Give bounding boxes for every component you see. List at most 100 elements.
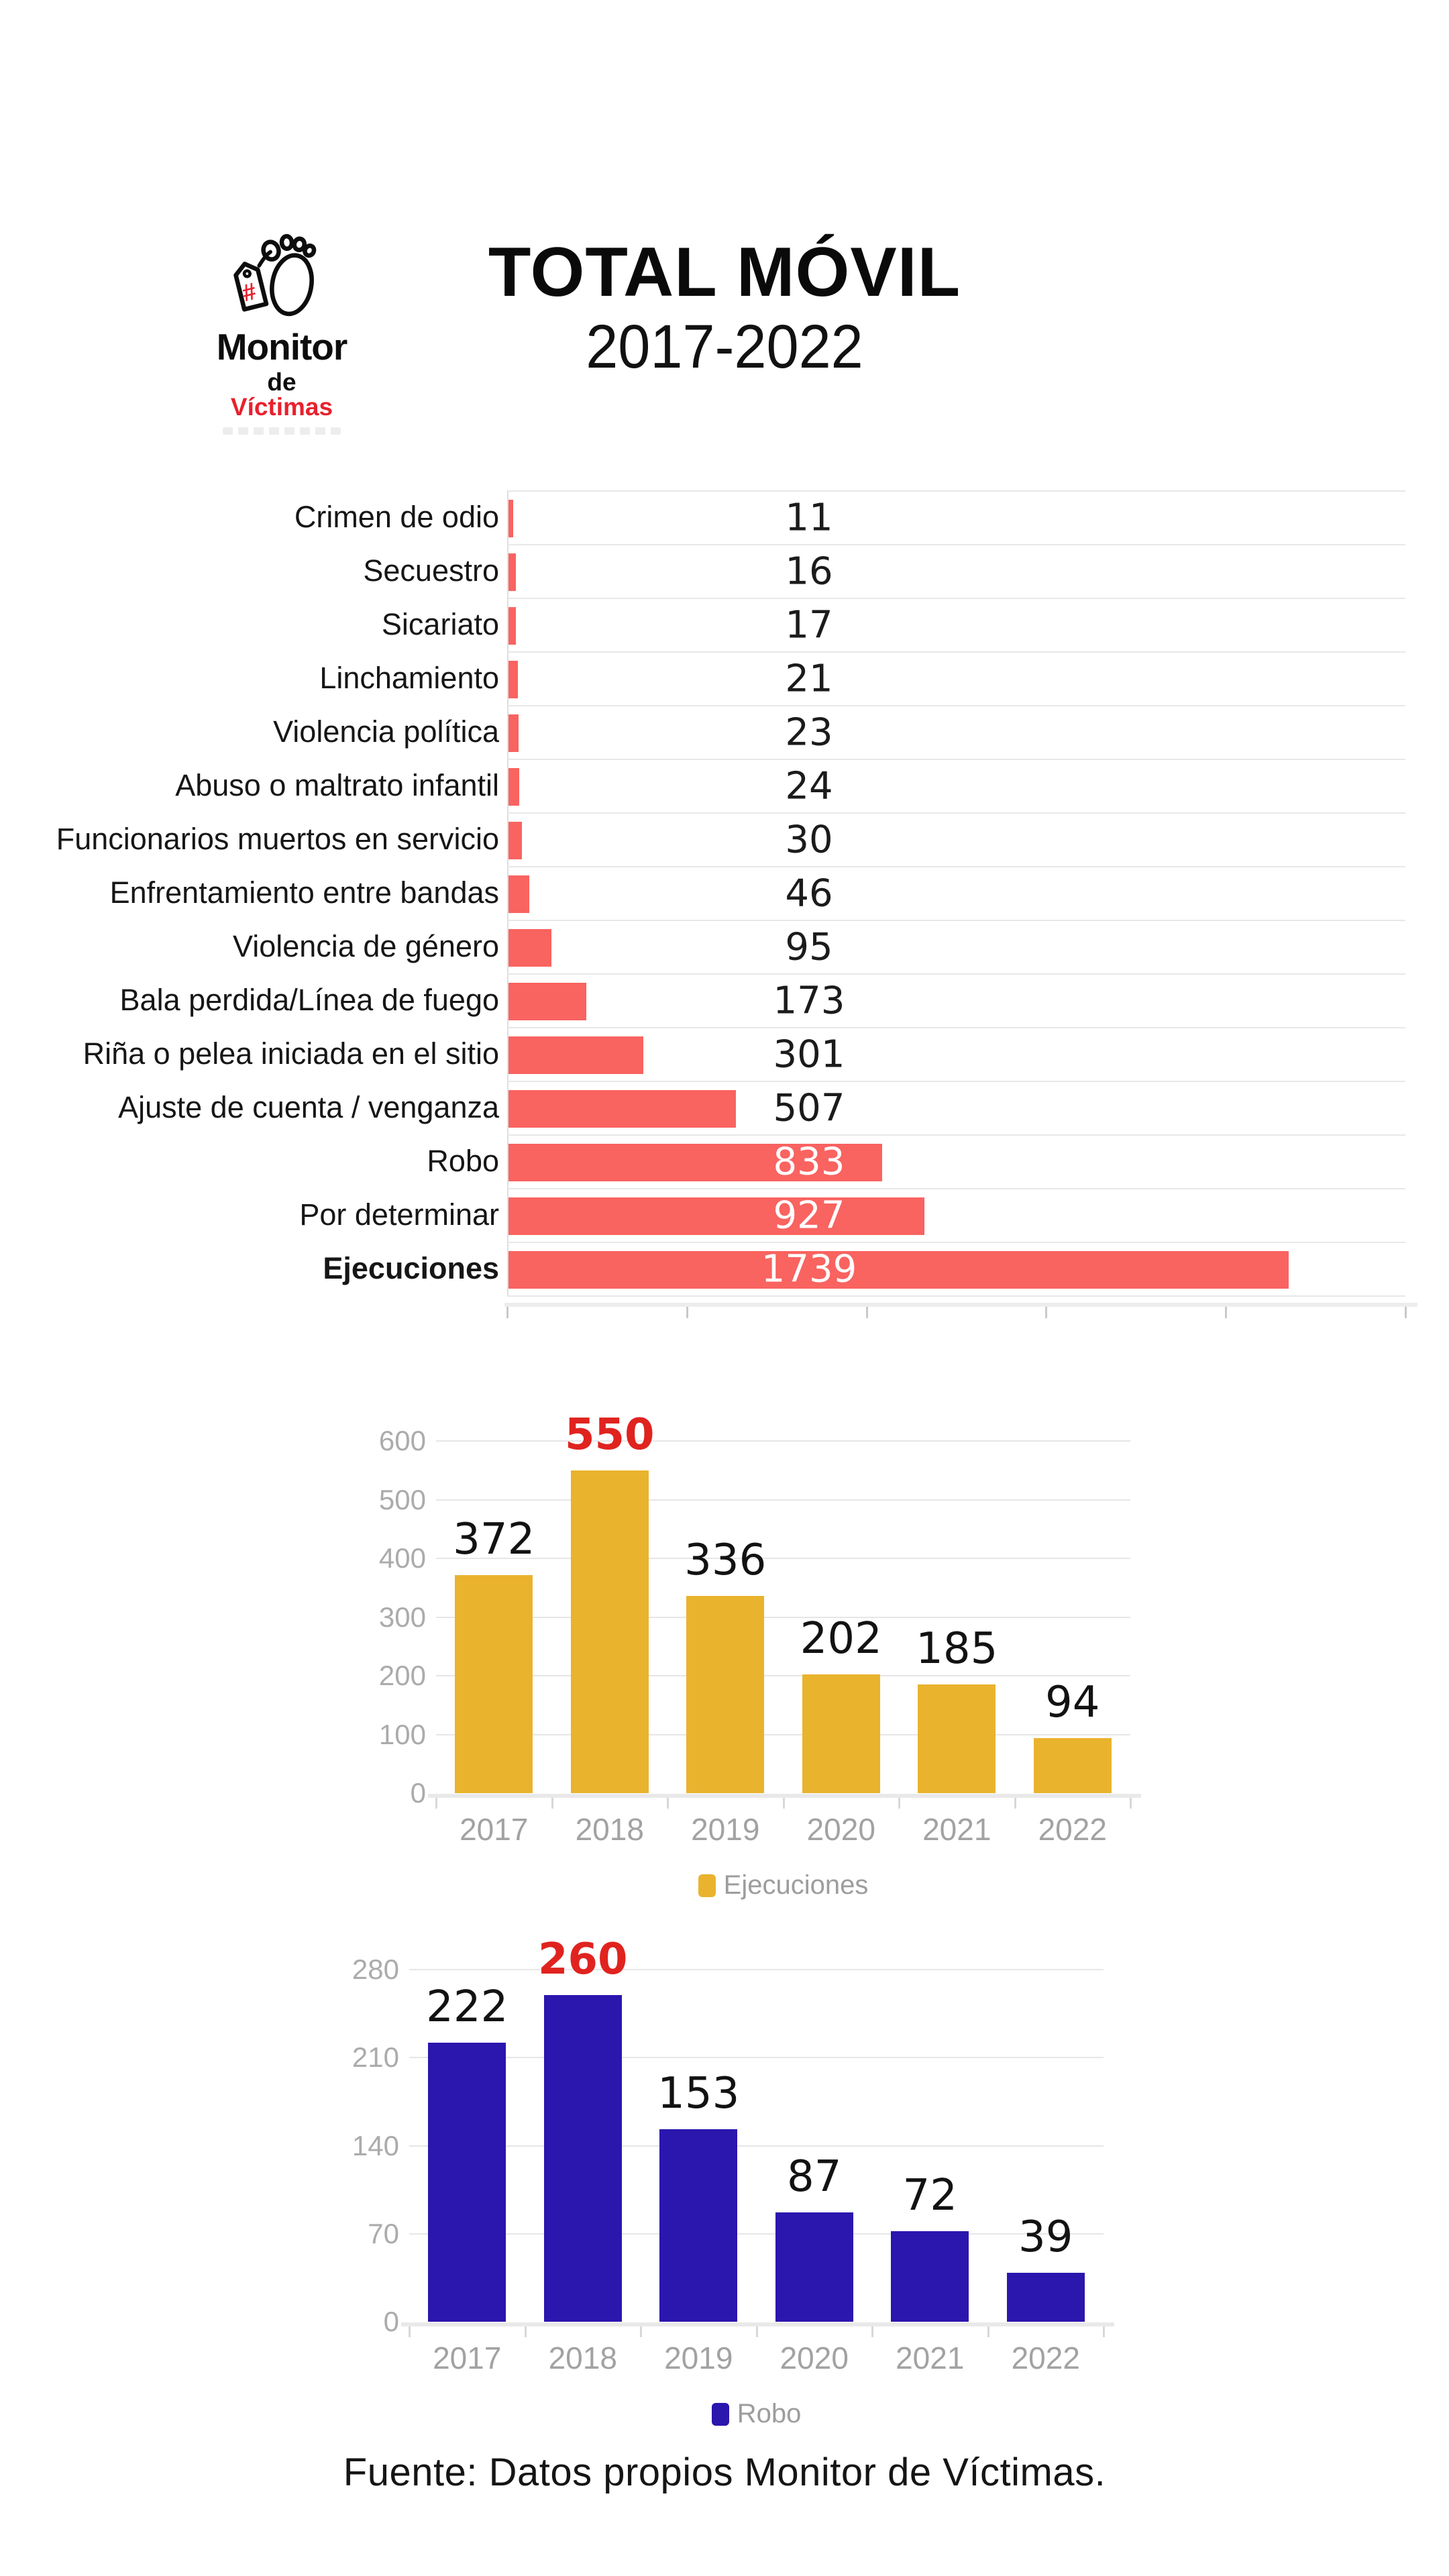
value-label: 30 xyxy=(785,818,833,862)
category-label: Violencia de género xyxy=(233,929,499,963)
category-label: Linchamiento xyxy=(319,661,499,695)
bar-row: Por determinar 927 xyxy=(44,1188,1405,1242)
bar xyxy=(508,1036,644,1074)
bar-row: Funcionarios muertos en servicio 30 xyxy=(44,812,1405,866)
grid-line xyxy=(409,2233,1104,2235)
bar-row: Riña o pelea iniciada en el sitio 301 xyxy=(44,1027,1405,1081)
tick-mark xyxy=(782,1797,785,1809)
bar xyxy=(1033,1737,1112,1793)
bar xyxy=(802,1674,880,1793)
value-label: 833 xyxy=(773,1140,845,1184)
chart-total-movil: Crimen de odio 11 Secuestro 16 Sicariato 17 Li… xyxy=(44,490,1417,1320)
bar-track: 507 xyxy=(507,1081,1405,1134)
bar xyxy=(508,1144,882,1181)
data-label: 72 xyxy=(902,2171,957,2220)
x-axis-label: 2017 xyxy=(433,2341,502,2375)
legend-label: Ejecuciones xyxy=(723,1870,869,1900)
y-axis-label: 140 xyxy=(352,2129,399,2161)
bar-row: Sicariato 17 xyxy=(44,598,1405,651)
tick-mark xyxy=(506,1307,508,1318)
bar xyxy=(775,2212,853,2322)
x-axis-label: 2022 xyxy=(1038,1812,1107,1847)
category-label: Riña o pelea iniciada en el sitio xyxy=(83,1036,499,1071)
bar xyxy=(508,661,519,698)
x-axis-label: 2018 xyxy=(548,2341,617,2375)
data-label: 336 xyxy=(684,1536,767,1585)
data-label: 39 xyxy=(1018,2212,1073,2262)
tick-mark xyxy=(987,2326,989,2337)
tick-mark xyxy=(898,1797,900,1809)
data-label: 222 xyxy=(426,1982,508,2032)
category-label: Violencia política xyxy=(273,714,499,749)
bar-row: Bala perdida/Línea de fuego 173 xyxy=(44,973,1405,1027)
axis-baseline xyxy=(401,2322,1114,2326)
tick-mark xyxy=(1130,1797,1132,1809)
grid-line xyxy=(436,1733,1130,1735)
bar-track: 17 xyxy=(507,598,1405,651)
bar-track: 173 xyxy=(507,973,1405,1027)
bar xyxy=(428,2042,506,2322)
bar-track: 95 xyxy=(507,920,1405,973)
bar-track: 11 xyxy=(507,490,1405,544)
chart-ejecuciones-anual: 0 100 200 300 400 500 600 372 2017 550 2018 336 2019… xyxy=(372,1410,1141,1900)
bar-track: 23 xyxy=(507,705,1405,759)
data-label: 550 xyxy=(564,1409,655,1460)
tick-mark xyxy=(551,1797,553,1809)
tick-mark xyxy=(1103,2326,1105,2337)
plot-area: 0 100 200 300 400 500 600 372 2017 550 2018 336 2019… xyxy=(379,1410,1141,1847)
y-axis-label: 210 xyxy=(352,2041,399,2074)
bar xyxy=(1006,2272,1085,2322)
bar-track: 30 xyxy=(507,812,1405,866)
source-note: Fuente: Datos propios Monitor de Víctima… xyxy=(343,2451,1106,2494)
bar xyxy=(891,2231,969,2322)
category-label: Ejecuciones xyxy=(323,1251,499,1285)
bar-track: 927 xyxy=(507,1188,1405,1242)
grid-line xyxy=(436,1440,1130,1442)
category-label: Enfrentamiento entre bandas xyxy=(109,875,499,910)
bar-track: 24 xyxy=(507,759,1405,812)
chart-robo-anual: 0 70 140 210 280 222 2017 260 2018 153 2019 87 2020 7… xyxy=(345,1935,1114,2428)
category-label: Bala perdida/Línea de fuego xyxy=(119,983,499,1017)
x-axis-label: 2019 xyxy=(664,2341,733,2375)
bar-row: Ajuste de cuenta / venganza 507 xyxy=(44,1081,1405,1134)
logo-accent-word: Víctimas xyxy=(230,393,333,421)
legend-swatch xyxy=(711,2402,729,2426)
grid-line xyxy=(409,2057,1104,2059)
x-axis-label: 2020 xyxy=(780,2341,849,2375)
value-label: 46 xyxy=(785,871,833,916)
footer: Fuente: Datos propios Monitor de Víctima… xyxy=(0,2450,1449,2495)
grid-line xyxy=(436,1499,1130,1501)
bar xyxy=(508,983,586,1020)
bar-track: 1739 xyxy=(507,1242,1405,1295)
x-axis-label: 2017 xyxy=(460,1812,529,1847)
x-axis-label: 2021 xyxy=(922,1812,991,1847)
grid-line xyxy=(436,1616,1130,1618)
value-label: 17 xyxy=(785,603,833,647)
bar xyxy=(508,500,514,537)
value-label: 95 xyxy=(785,925,833,969)
category-label: Abuso o maltrato infantil xyxy=(175,768,499,802)
bar xyxy=(508,929,551,967)
legend-label: Robo xyxy=(737,2399,802,2428)
y-axis-label: 70 xyxy=(368,2217,399,2249)
x-axis-label: 2020 xyxy=(806,1812,875,1847)
tick-mark xyxy=(871,2326,873,2337)
tick-mark xyxy=(755,2326,758,2337)
bar-row: Robo 833 xyxy=(44,1134,1405,1188)
x-axis-label: 2022 xyxy=(1011,2341,1080,2375)
bar-row: Linchamiento 21 xyxy=(44,651,1405,705)
tick-mark xyxy=(1405,1307,1407,1318)
value-label: 11 xyxy=(785,496,833,540)
tick-mark xyxy=(686,1307,688,1318)
value-label: 16 xyxy=(785,549,833,594)
tick-mark xyxy=(667,1797,669,1809)
grid-line xyxy=(436,1675,1130,1676)
value-label: 301 xyxy=(773,1032,845,1077)
category-label: Secuestro xyxy=(363,553,499,588)
tick-mark xyxy=(1045,1307,1048,1318)
data-label: 372 xyxy=(453,1514,535,1564)
bar xyxy=(508,553,516,591)
bar xyxy=(508,1090,736,1128)
bar xyxy=(508,822,523,859)
logo-subname: de Víctimas xyxy=(230,368,333,421)
